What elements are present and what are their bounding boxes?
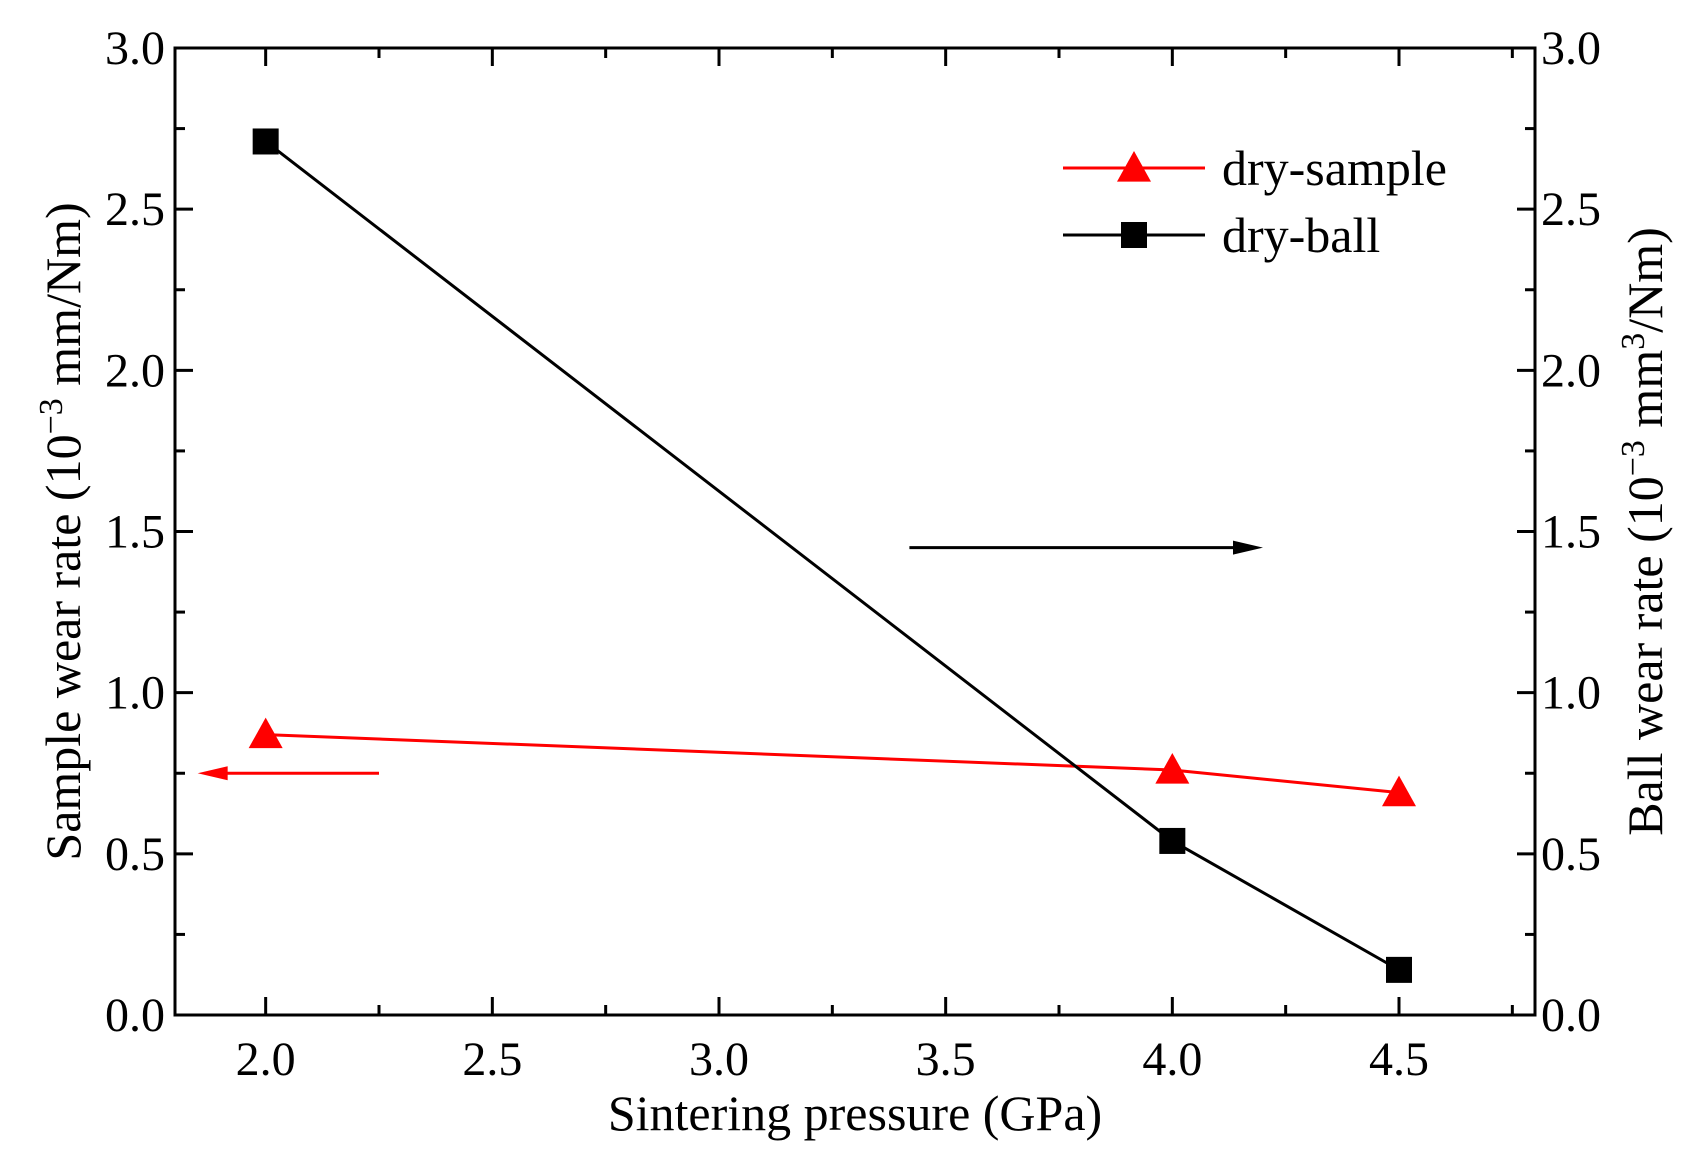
y-right-tick-labels: 0.0 0.5 1.0 1.5 2.0 2.5 3.0 xyxy=(1541,22,1601,1042)
x-tick-label: 2.5 xyxy=(462,1033,522,1086)
y-right-title-suffix: /Nm) xyxy=(1617,227,1673,333)
plot-frame xyxy=(173,46,1537,1017)
legend: dry-sample dry-ball xyxy=(1063,140,1447,263)
legend-item-dry-ball: dry-ball xyxy=(1063,207,1380,263)
data-point-dry-ball xyxy=(252,128,279,155)
right-arrow-head xyxy=(1233,540,1263,555)
data-point-dry-ball xyxy=(1386,956,1412,983)
x-tick-label: 4.0 xyxy=(1142,1033,1202,1086)
y-right-title-sup: −3 xyxy=(1615,440,1652,476)
series-dry-sample xyxy=(248,717,1416,807)
y-right-tick-label: 1.5 xyxy=(1541,506,1601,559)
y-left-tick-label: 0.5 xyxy=(105,828,165,881)
data-point-dry-sample xyxy=(248,717,283,749)
legend-marker xyxy=(1117,151,1151,182)
legend-item-dry-sample: dry-sample xyxy=(1063,140,1447,196)
x-tick-labels: 2.0 2.5 3.0 3.5 4.0 4.5 xyxy=(236,1033,1429,1086)
y-right-axis-title: Ball wear rate (10−3 mm3/Nm) xyxy=(1615,227,1673,836)
y-left-tick-label: 1.0 xyxy=(105,667,165,720)
data-point-dry-sample xyxy=(1155,753,1190,784)
y-right-title-sup2: 3 xyxy=(1615,333,1652,350)
series-line-dry-ball xyxy=(264,140,1400,972)
y-left-tick-label: 3.0 xyxy=(105,22,165,75)
y-right-title-prefix: Ball wear rate (10 xyxy=(1617,476,1673,836)
data-point-dry-sample xyxy=(1382,775,1416,807)
legend-marker xyxy=(1121,222,1147,248)
series-dry-ball xyxy=(252,128,1412,983)
y-left-axis-title: Sample wear rate (10−3 mm/Nm) xyxy=(33,202,91,860)
legend-label: dry-sample xyxy=(1222,140,1447,196)
y-left-title-sup: −3 xyxy=(33,398,70,434)
y-left-tick-labels: 0.0 0.5 1.0 1.5 2.0 2.5 3.0 xyxy=(105,22,165,1042)
left-arrow-head xyxy=(197,766,228,781)
y-left-tick-label: 0.0 xyxy=(105,989,165,1042)
data-point-dry-ball xyxy=(1159,827,1186,854)
x-tick-label: 3.5 xyxy=(916,1033,976,1086)
y-left-title-suffix: mm/Nm) xyxy=(35,202,91,398)
y-right-tick-label: 0.5 xyxy=(1541,828,1601,881)
y-right-title-mid: mm xyxy=(1617,350,1673,440)
y-right-tick-label: 1.0 xyxy=(1541,667,1601,720)
y-left-tick-label: 1.5 xyxy=(105,506,165,559)
legend-label: dry-ball xyxy=(1222,207,1380,263)
axis-arrows xyxy=(197,540,1263,781)
y-right-tick-label: 3.0 xyxy=(1541,22,1601,75)
x-axis-title: Sintering pressure (GPa) xyxy=(608,1085,1102,1141)
y-right-tick-label: 2.0 xyxy=(1541,344,1601,397)
x-tick-label: 2.0 xyxy=(236,1033,296,1086)
y-right-tick-label: 0.0 xyxy=(1541,989,1601,1042)
y-right-tick-label: 2.5 xyxy=(1541,183,1601,236)
x-tick-label: 4.5 xyxy=(1369,1033,1429,1086)
y-left-tick-label: 2.0 xyxy=(105,344,165,397)
y-left-title-prefix: Sample wear rate (10 xyxy=(35,434,91,860)
series-layer xyxy=(248,128,1416,983)
y-left-tick-label: 2.5 xyxy=(105,183,165,236)
series-line-dry-sample xyxy=(265,733,1400,795)
x-tick-label: 3.0 xyxy=(689,1033,749,1086)
